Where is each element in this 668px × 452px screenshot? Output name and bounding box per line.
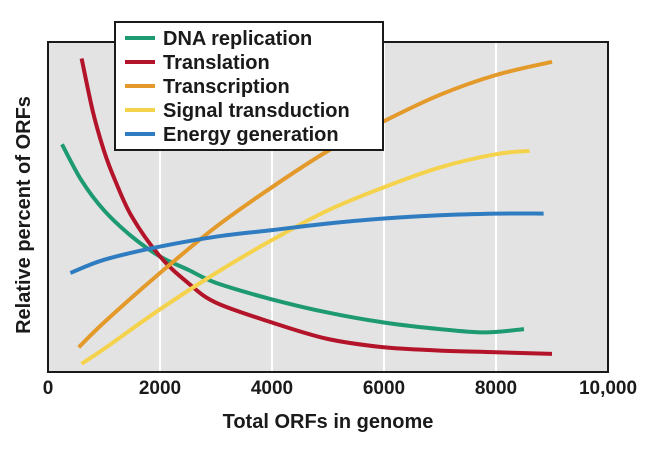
legend-label-energy-generation: Energy generation [163, 124, 339, 146]
legend-label-transcription: Transcription [163, 76, 290, 98]
legend-box [114, 21, 384, 151]
series-line-translation [79, 58, 553, 356]
x-tick-label-4000: 4000 [251, 378, 293, 399]
legend: DNA replicationTranslationTranscriptionS… [114, 21, 384, 151]
x-tick-labels: 0 2000 4000 6000 8000 10,000 [43, 378, 637, 399]
series-lines [60, 58, 553, 366]
legend-label-dna-replication: DNA replication [163, 28, 312, 50]
legend-label-translation: Translation [163, 52, 270, 74]
x-tick-label-0: 0 [43, 378, 54, 399]
y-axis-title: Relative percent of ORFs [13, 96, 35, 334]
x-axis-title: Total ORFs in genome [223, 411, 434, 433]
x-tick-label-10000: 10,000 [579, 378, 637, 399]
legend-label-signal-transduction: Signal transduction [163, 100, 350, 122]
series-line-dna-replication [60, 143, 525, 335]
series-line-signal-transduction [80, 148, 530, 366]
series-line-energy-generation [69, 211, 544, 275]
x-tick-label-8000: 8000 [475, 378, 517, 399]
x-tick-label-6000: 6000 [363, 378, 405, 399]
x-tick-label-2000: 2000 [139, 378, 181, 399]
series-line-transcription [77, 59, 553, 349]
